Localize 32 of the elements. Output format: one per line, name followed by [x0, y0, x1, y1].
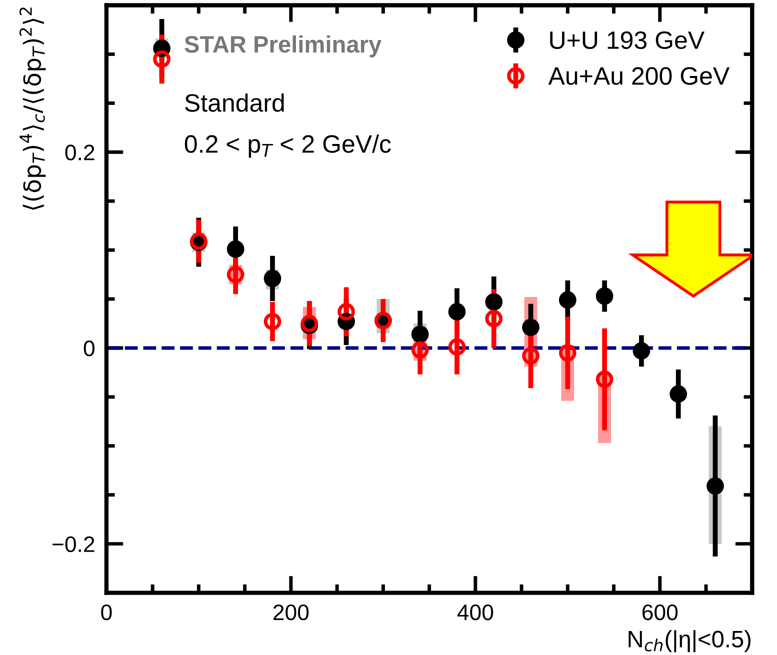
point — [485, 293, 503, 311]
point — [558, 291, 576, 309]
annotation: 0.2 < p$_{T}$ < 2 GeV/c — [184, 134, 391, 158]
point — [558, 344, 576, 362]
point — [706, 477, 724, 495]
point — [522, 318, 540, 336]
point — [670, 385, 688, 403]
annotation: Standard — [185, 93, 284, 112]
point — [338, 303, 355, 320]
x-tick-label: 400 — [457, 604, 494, 620]
point — [448, 303, 466, 320]
point — [448, 338, 466, 356]
point — [485, 310, 503, 328]
point — [226, 240, 244, 258]
point — [522, 347, 540, 364]
x-tick-label: 200 — [274, 604, 309, 620]
annotation: STAR Preliminary — [184, 35, 382, 58]
legend-label: Au+Au 200 GeV — [548, 67, 730, 85]
x-tick-label: 600 — [642, 604, 678, 620]
x-tick-label: 0 — [101, 604, 112, 620]
point — [411, 341, 429, 359]
point — [596, 287, 614, 305]
legend-label: U+U 193 GeV — [550, 31, 704, 50]
point — [596, 370, 614, 388]
x-axis-title: N$_{ch}$(|η|<0.5) — [628, 630, 751, 652]
text: ⟨(δp$_{T}$)$^{4}$⟩$_{c}$/⟨(δp$_{T}$)$^{2}$⟩$^{2}$ — [19, 8, 46, 210]
point — [264, 312, 282, 330]
y-tick-label: −0.2 — [52, 536, 94, 552]
point — [632, 342, 650, 360]
y-tick-label: 0.2 — [65, 144, 94, 160]
y-tick-label: 0 — [84, 340, 94, 356]
point — [153, 50, 170, 68]
